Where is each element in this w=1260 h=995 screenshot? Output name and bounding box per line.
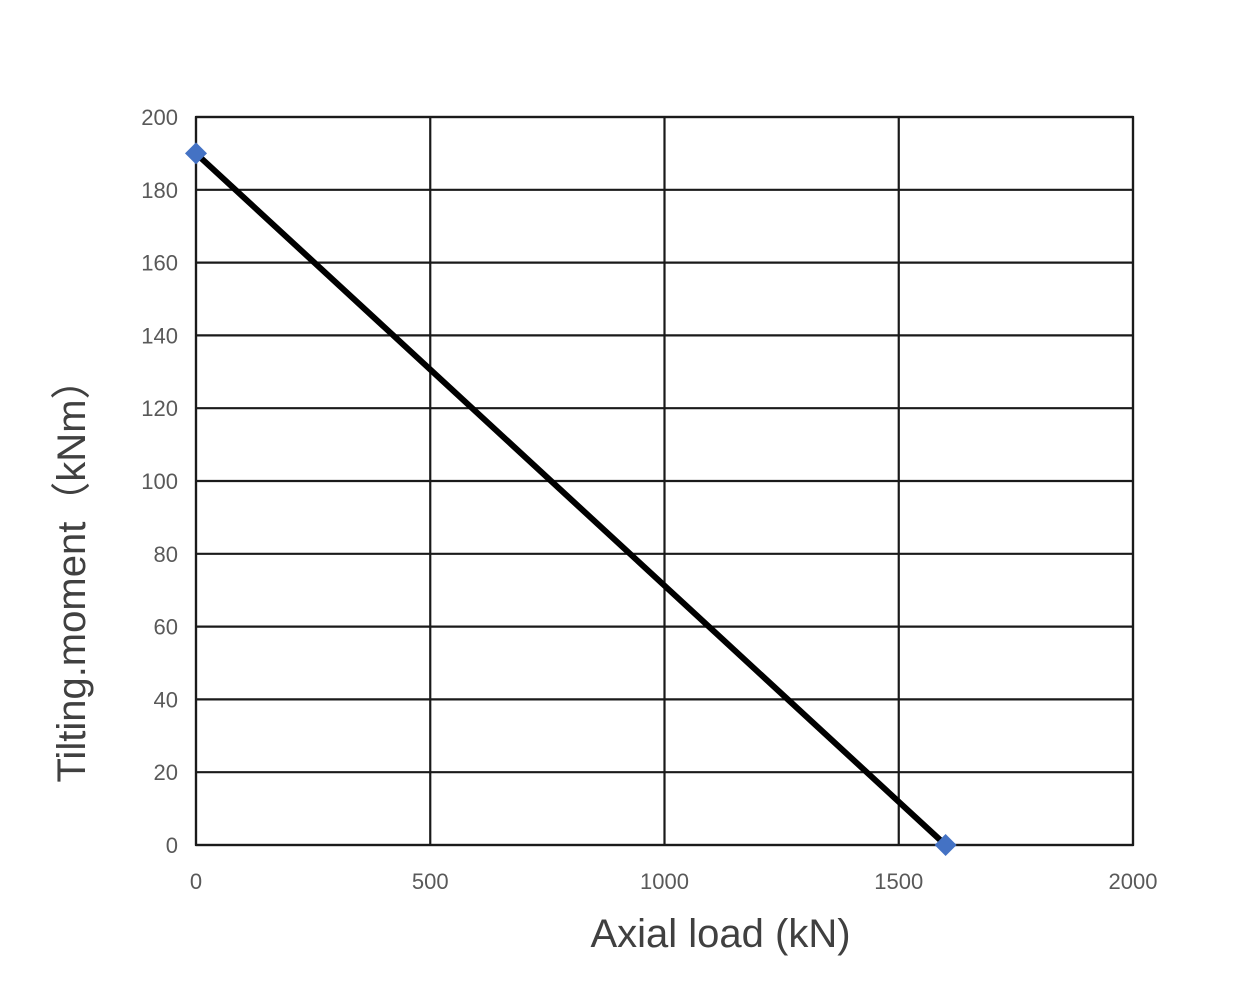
x-tick-label: 1500	[874, 869, 923, 894]
series-layer	[185, 142, 957, 856]
x-tick-label: 500	[412, 869, 449, 894]
x-tick-labels: 0 500 1000 1500 2000	[190, 869, 1158, 894]
data-point-marker	[185, 142, 207, 165]
y-tick-label: 60	[154, 615, 178, 640]
y-tick-label: 140	[141, 323, 178, 348]
y-tick-label: 120	[141, 396, 178, 421]
y-tick-label: 100	[141, 469, 178, 494]
x-tick-label: 2000	[1109, 869, 1158, 894]
y-axis-title: Tilting.moment（kNm）	[50, 359, 94, 782]
y-tick-label: 180	[141, 178, 178, 203]
y-tick-label: 0	[166, 833, 178, 858]
plot-area-frame	[194, 115, 1135, 847]
series-line-0	[193, 150, 949, 848]
y-tick-label: 160	[141, 251, 178, 276]
data-point-marker	[934, 834, 957, 856]
y-tick-label: 200	[141, 105, 178, 130]
y-tick-labels: 0 20 40 60 80 100 120 140 160 180 200	[141, 105, 178, 858]
y-tick-label: 40	[154, 687, 178, 712]
y-tick-label: 80	[154, 542, 178, 567]
x-tick-label: 1000	[640, 869, 689, 894]
y-tick-label: 20	[154, 760, 178, 785]
x-axis-title: Axial load (kN)	[590, 912, 850, 956]
x-tick-label: 0	[190, 869, 202, 894]
grid-layer	[194, 115, 1135, 847]
